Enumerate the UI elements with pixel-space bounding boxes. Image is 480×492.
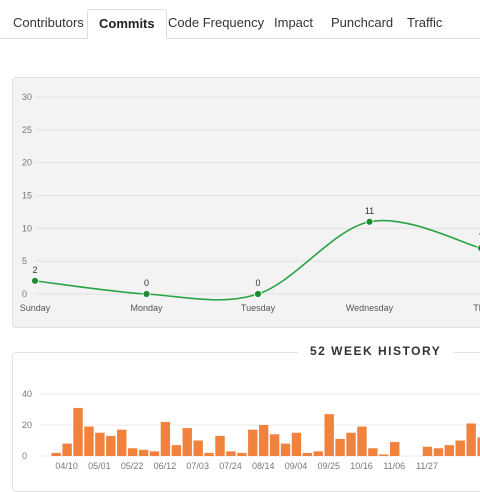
history-bar	[215, 436, 224, 456]
x-tick-label: 09/25	[317, 461, 340, 471]
history-bar	[237, 453, 246, 456]
history-bar	[368, 448, 377, 456]
history-bar	[281, 444, 290, 456]
y-tick-label: 20	[22, 420, 32, 430]
history-bar	[161, 422, 170, 456]
history-bar	[390, 442, 399, 456]
history-bar	[325, 414, 334, 456]
history-bar	[434, 448, 443, 456]
history-bar-chart: 0 20 40 04/10 05/01 05/22 06/12 07/03 07/24 08/14…	[0, 0, 480, 475]
history-bar	[193, 441, 202, 457]
x-tick-label: 10/16	[350, 461, 373, 471]
history-bar	[95, 433, 104, 456]
history-bar	[172, 445, 181, 456]
history-bar	[248, 430, 257, 456]
history-bar	[423, 447, 432, 456]
history-bar	[128, 448, 137, 456]
history-bar	[52, 453, 61, 456]
x-tick-label: 06/12	[154, 461, 177, 471]
history-bar	[117, 430, 126, 456]
history-bar	[139, 450, 148, 456]
history-bar	[357, 427, 366, 456]
history-bar	[456, 441, 465, 457]
x-tick-label: 11/06	[383, 461, 405, 471]
x-tick-label: 05/01	[88, 461, 111, 471]
x-tick-label: 05/22	[121, 461, 144, 471]
history-bar	[445, 445, 454, 456]
history-bar	[270, 434, 279, 456]
x-tick-label: 07/24	[219, 461, 242, 471]
x-tick-label: 09/04	[285, 461, 308, 471]
x-tick-label: 08/14	[252, 461, 275, 471]
history-bar	[73, 408, 82, 456]
history-bar	[84, 427, 93, 456]
history-bar	[303, 453, 312, 456]
history-bar	[292, 433, 301, 456]
history-bar	[335, 439, 344, 456]
history-bar	[183, 428, 192, 456]
history-bar	[62, 444, 71, 456]
y-tick-label: 40	[22, 389, 32, 399]
history-bar	[379, 454, 388, 456]
history-bar	[226, 451, 235, 456]
history-bar	[204, 453, 213, 456]
history-bar	[259, 425, 268, 456]
x-tick-label: 11/27	[416, 461, 438, 471]
history-bar	[346, 433, 355, 456]
history-bar	[106, 436, 115, 456]
x-tick-label: 07/03	[186, 461, 209, 471]
history-bar	[314, 451, 323, 456]
y-tick-label: 0	[22, 451, 27, 461]
x-tick-label: 04/10	[55, 461, 78, 471]
history-bar	[150, 451, 159, 456]
history-bar	[466, 423, 475, 456]
